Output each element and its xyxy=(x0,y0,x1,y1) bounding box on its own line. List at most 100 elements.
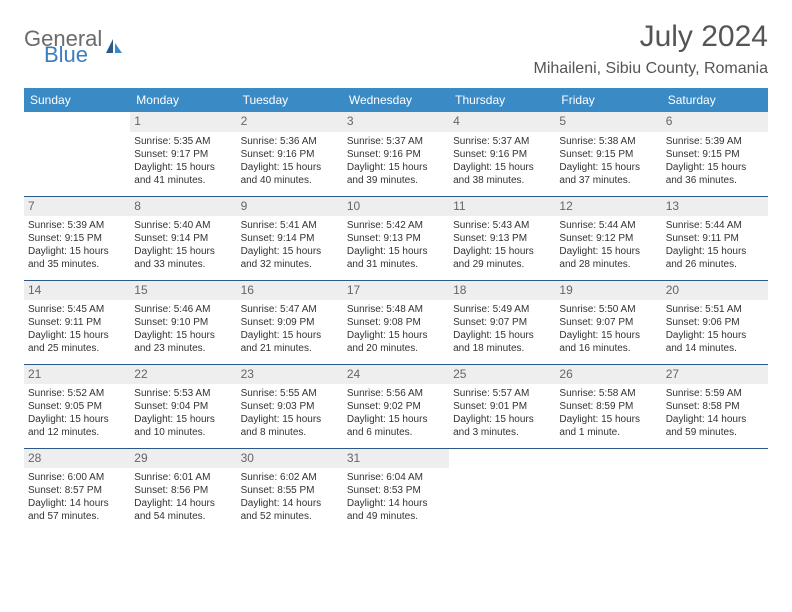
day-info-line: and 21 minutes. xyxy=(241,342,339,355)
day-info-line: Sunset: 9:15 PM xyxy=(28,232,126,245)
day-header: Wednesday xyxy=(343,88,449,112)
day-info-line: Sunrise: 5:49 AM xyxy=(453,303,551,316)
day-info-line: Sunset: 9:07 PM xyxy=(453,316,551,329)
day-info-line: Sunset: 9:11 PM xyxy=(28,316,126,329)
calendar-day-cell xyxy=(449,448,555,532)
day-info-line: and 36 minutes. xyxy=(666,174,764,187)
day-info-line: Sunset: 9:12 PM xyxy=(559,232,657,245)
calendar-day-cell xyxy=(24,112,130,196)
day-info-line: Sunset: 8:53 PM xyxy=(347,484,445,497)
calendar-day-cell: 27Sunrise: 5:59 AMSunset: 8:58 PMDayligh… xyxy=(662,364,768,448)
calendar-day-cell: 15Sunrise: 5:46 AMSunset: 9:10 PMDayligh… xyxy=(130,280,236,364)
day-info-line: Sunrise: 5:39 AM xyxy=(28,219,126,232)
day-info-line: Sunset: 9:14 PM xyxy=(241,232,339,245)
day-info-line: Daylight: 15 hours xyxy=(241,413,339,426)
day-info-line: Sunset: 9:07 PM xyxy=(559,316,657,329)
day-info-line: Sunset: 9:08 PM xyxy=(347,316,445,329)
day-number: 4 xyxy=(449,112,555,132)
day-number: 3 xyxy=(343,112,449,132)
day-info-line: and 10 minutes. xyxy=(134,426,232,439)
day-info-line: and 8 minutes. xyxy=(241,426,339,439)
day-info-line: Daylight: 15 hours xyxy=(134,245,232,258)
calendar-day-cell: 5Sunrise: 5:38 AMSunset: 9:15 PMDaylight… xyxy=(555,112,661,196)
calendar-day-cell: 1Sunrise: 5:35 AMSunset: 9:17 PMDaylight… xyxy=(130,112,236,196)
calendar-day-cell: 3Sunrise: 5:37 AMSunset: 9:16 PMDaylight… xyxy=(343,112,449,196)
day-info-line: Sunrise: 5:42 AM xyxy=(347,219,445,232)
day-info-line: Sunset: 8:55 PM xyxy=(241,484,339,497)
logo: General Blue xyxy=(24,28,124,66)
day-number: 17 xyxy=(343,281,449,301)
day-info-line: and 23 minutes. xyxy=(134,342,232,355)
day-info-line: Sunset: 8:59 PM xyxy=(559,400,657,413)
day-number: 20 xyxy=(662,281,768,301)
day-info-line: and 26 minutes. xyxy=(666,258,764,271)
day-number: 9 xyxy=(237,197,343,217)
day-number: 24 xyxy=(343,365,449,385)
day-info-line: and 52 minutes. xyxy=(241,510,339,523)
day-header: Tuesday xyxy=(237,88,343,112)
day-info-line: and 37 minutes. xyxy=(559,174,657,187)
calendar-week-row: 1Sunrise: 5:35 AMSunset: 9:17 PMDaylight… xyxy=(24,112,768,196)
day-info-line: Sunset: 9:15 PM xyxy=(559,148,657,161)
day-info-line: Sunset: 9:16 PM xyxy=(453,148,551,161)
calendar-day-cell: 29Sunrise: 6:01 AMSunset: 8:56 PMDayligh… xyxy=(130,448,236,532)
month-title: July 2024 xyxy=(534,20,768,54)
calendar-day-cell: 13Sunrise: 5:44 AMSunset: 9:11 PMDayligh… xyxy=(662,196,768,280)
day-info-line: and 41 minutes. xyxy=(134,174,232,187)
day-info-line: and 20 minutes. xyxy=(347,342,445,355)
day-number: 25 xyxy=(449,365,555,385)
calendar-day-cell: 16Sunrise: 5:47 AMSunset: 9:09 PMDayligh… xyxy=(237,280,343,364)
day-number: 28 xyxy=(24,449,130,469)
day-info-line: Daylight: 15 hours xyxy=(28,329,126,342)
day-number: 30 xyxy=(237,449,343,469)
day-info-line: Sunrise: 5:37 AM xyxy=(453,135,551,148)
calendar-day-cell: 24Sunrise: 5:56 AMSunset: 9:02 PMDayligh… xyxy=(343,364,449,448)
calendar-table: SundayMondayTuesdayWednesdayThursdayFrid… xyxy=(24,88,768,532)
day-info-line: Daylight: 15 hours xyxy=(134,161,232,174)
calendar-day-cell: 4Sunrise: 5:37 AMSunset: 9:16 PMDaylight… xyxy=(449,112,555,196)
day-number: 15 xyxy=(130,281,236,301)
day-header: Saturday xyxy=(662,88,768,112)
day-info-line: Sunset: 9:01 PM xyxy=(453,400,551,413)
day-info-line: Sunrise: 6:01 AM xyxy=(134,471,232,484)
day-info-line: Daylight: 15 hours xyxy=(241,329,339,342)
day-info-line: and 3 minutes. xyxy=(453,426,551,439)
location-subtitle: Mihaileni, Sibiu County, Romania xyxy=(534,60,768,78)
calendar-day-cell: 9Sunrise: 5:41 AMSunset: 9:14 PMDaylight… xyxy=(237,196,343,280)
day-info-line: Sunset: 8:58 PM xyxy=(666,400,764,413)
day-info-line: Sunrise: 5:53 AM xyxy=(134,387,232,400)
day-info-line: and 6 minutes. xyxy=(347,426,445,439)
day-info-line: and 25 minutes. xyxy=(28,342,126,355)
day-info-line: and 29 minutes. xyxy=(453,258,551,271)
day-info-line: Daylight: 15 hours xyxy=(347,413,445,426)
calendar-day-cell: 11Sunrise: 5:43 AMSunset: 9:13 PMDayligh… xyxy=(449,196,555,280)
day-info-line: Sunset: 8:57 PM xyxy=(28,484,126,497)
day-info-line: Sunset: 9:03 PM xyxy=(241,400,339,413)
calendar-day-cell: 20Sunrise: 5:51 AMSunset: 9:06 PMDayligh… xyxy=(662,280,768,364)
calendar-day-cell: 7Sunrise: 5:39 AMSunset: 9:15 PMDaylight… xyxy=(24,196,130,280)
day-info-line: Sunrise: 5:35 AM xyxy=(134,135,232,148)
calendar-day-cell: 22Sunrise: 5:53 AMSunset: 9:04 PMDayligh… xyxy=(130,364,236,448)
day-info-line: Sunrise: 5:46 AM xyxy=(134,303,232,316)
day-number: 22 xyxy=(130,365,236,385)
day-info-line: Daylight: 15 hours xyxy=(666,161,764,174)
day-header: Friday xyxy=(555,88,661,112)
day-number: 18 xyxy=(449,281,555,301)
day-number: 6 xyxy=(662,112,768,132)
day-info-line: Daylight: 15 hours xyxy=(559,413,657,426)
calendar-day-cell: 8Sunrise: 5:40 AMSunset: 9:14 PMDaylight… xyxy=(130,196,236,280)
day-info-line: Sunset: 9:16 PM xyxy=(241,148,339,161)
calendar-day-cell: 26Sunrise: 5:58 AMSunset: 8:59 PMDayligh… xyxy=(555,364,661,448)
calendar-day-cell: 31Sunrise: 6:04 AMSunset: 8:53 PMDayligh… xyxy=(343,448,449,532)
day-number: 11 xyxy=(449,197,555,217)
day-number: 10 xyxy=(343,197,449,217)
day-info-line: and 39 minutes. xyxy=(347,174,445,187)
day-info-line: Sunset: 9:17 PM xyxy=(134,148,232,161)
day-number: 14 xyxy=(24,281,130,301)
day-info-line: Sunrise: 5:43 AM xyxy=(453,219,551,232)
day-info-line: Daylight: 15 hours xyxy=(347,329,445,342)
calendar-day-cell: 17Sunrise: 5:48 AMSunset: 9:08 PMDayligh… xyxy=(343,280,449,364)
day-number: 31 xyxy=(343,449,449,469)
calendar-day-cell xyxy=(555,448,661,532)
day-info-line: Daylight: 14 hours xyxy=(134,497,232,510)
